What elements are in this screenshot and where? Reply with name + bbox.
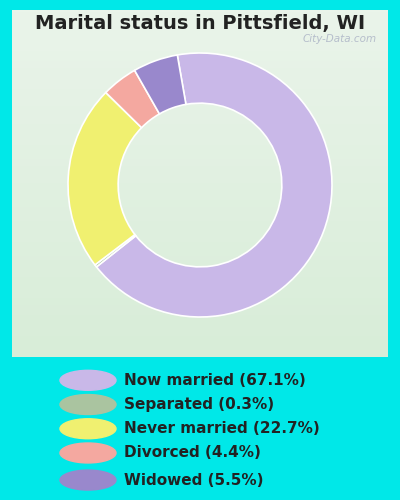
Circle shape: [60, 419, 116, 438]
Text: City-Data.com: City-Data.com: [302, 34, 377, 44]
Wedge shape: [134, 55, 186, 114]
Text: Separated (0.3%): Separated (0.3%): [124, 397, 274, 412]
Wedge shape: [96, 53, 332, 317]
Wedge shape: [95, 234, 136, 267]
Text: Now married (67.1%): Now married (67.1%): [124, 373, 306, 388]
Circle shape: [60, 470, 116, 490]
Circle shape: [60, 370, 116, 390]
Wedge shape: [106, 70, 160, 128]
Circle shape: [60, 394, 116, 414]
Text: Never married (22.7%): Never married (22.7%): [124, 421, 320, 436]
Text: Divorced (4.4%): Divorced (4.4%): [124, 446, 261, 460]
Circle shape: [60, 443, 116, 463]
Wedge shape: [68, 92, 142, 265]
Text: Marital status in Pittsfield, WI: Marital status in Pittsfield, WI: [35, 14, 365, 33]
Text: Widowed (5.5%): Widowed (5.5%): [124, 472, 264, 488]
